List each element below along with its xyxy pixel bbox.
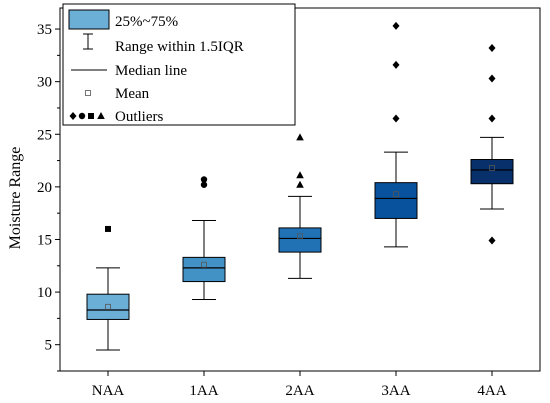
outlier-point (296, 171, 304, 179)
y-tick-label: 25 (37, 127, 52, 143)
y-axis: 5 10 15 20 25 30 35 (37, 22, 60, 372)
y-axis-label: Moisture Range (7, 147, 24, 250)
outlier-point (488, 114, 496, 123)
outlier-point (392, 60, 400, 69)
outlier-point (488, 236, 496, 245)
mean-marker (393, 191, 399, 198)
y-tick-label: 5 (45, 338, 53, 354)
legend: 25%~75% Range within 1.5IQR Median line Mea… (62, 3, 296, 126)
outlier-point (392, 21, 400, 30)
legend-swatch-box (68, 9, 110, 30)
box-iqr (278, 227, 322, 253)
legend-outlier-square (88, 113, 94, 119)
legend-outlier-triangle (97, 112, 105, 119)
box-iqr (86, 293, 130, 320)
x-tick-label: 2AA (285, 383, 314, 399)
mean-marker (489, 165, 495, 171)
outlier-point (296, 180, 304, 188)
legend-outlier-diamond (69, 112, 77, 120)
outlier-point (488, 74, 496, 83)
mean-marker (201, 261, 207, 268)
y-tick-label: 20 (37, 180, 52, 196)
outlier-point (392, 114, 400, 123)
y-tick-label: 35 (37, 22, 52, 38)
y-tick-label: 30 (37, 75, 52, 91)
box-group-3aa (374, 21, 418, 248)
x-tick-label: NAA (92, 383, 125, 399)
x-tick-label: 1AA (189, 383, 218, 399)
box-group-1aa (182, 176, 226, 300)
box-group-2aa (278, 133, 322, 279)
outlier-point (105, 225, 111, 232)
legend-outlier-circle (78, 112, 86, 120)
legend-mean-symbol (85, 90, 91, 96)
y-tick-label: 15 (37, 232, 52, 248)
y-tick-label: 10 (37, 285, 52, 301)
legend-label: 25%~75% (115, 14, 178, 30)
box-iqr (182, 256, 226, 283)
mean-marker (297, 233, 303, 240)
x-tick-label: 3AA (381, 383, 410, 399)
x-tick-label: 4AA (477, 383, 506, 399)
mean-marker (105, 303, 111, 310)
box-series (86, 21, 514, 351)
legend-label: Mean (115, 86, 150, 102)
outlier-point (488, 43, 496, 52)
legend-label: Outliers (115, 109, 163, 125)
box-group-4aa (470, 43, 514, 245)
box-iqr (374, 182, 418, 219)
x-axis: NAA 1AA 2AA 3AA 4AA (92, 371, 507, 399)
outlier-point (200, 181, 208, 188)
outlier-point (200, 176, 208, 183)
legend-label: Median line (115, 63, 187, 79)
box-group-naa (86, 225, 130, 351)
box-iqr (470, 159, 514, 185)
legend-label: Range within 1.5IQR (115, 39, 244, 55)
outlier-point (296, 133, 304, 141)
